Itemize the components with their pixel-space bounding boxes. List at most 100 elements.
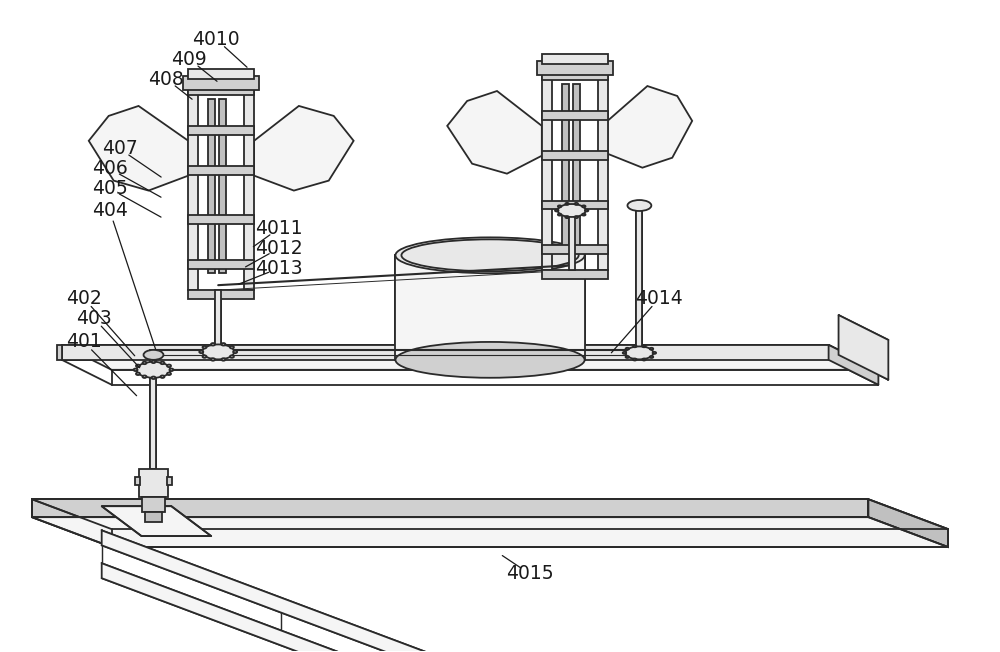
Ellipse shape bbox=[151, 361, 155, 363]
Ellipse shape bbox=[136, 364, 140, 367]
Ellipse shape bbox=[233, 351, 237, 353]
Bar bbox=[244, 86, 254, 290]
Text: 407: 407 bbox=[102, 140, 138, 158]
Text: 406: 406 bbox=[92, 159, 128, 178]
Bar bbox=[188, 260, 254, 269]
Polygon shape bbox=[395, 256, 585, 360]
Ellipse shape bbox=[395, 237, 585, 273]
Polygon shape bbox=[868, 499, 948, 547]
Polygon shape bbox=[839, 315, 888, 379]
Ellipse shape bbox=[582, 205, 586, 207]
Polygon shape bbox=[32, 517, 948, 547]
Ellipse shape bbox=[211, 358, 215, 361]
Bar bbox=[537, 61, 613, 75]
Ellipse shape bbox=[230, 355, 234, 358]
Text: 403: 403 bbox=[76, 308, 112, 327]
Ellipse shape bbox=[627, 200, 651, 211]
Bar bbox=[573, 84, 580, 254]
Text: 404: 404 bbox=[92, 201, 128, 220]
Bar bbox=[183, 76, 259, 90]
Ellipse shape bbox=[558, 204, 586, 217]
Polygon shape bbox=[829, 345, 878, 385]
Ellipse shape bbox=[623, 352, 626, 354]
Ellipse shape bbox=[160, 362, 164, 364]
Polygon shape bbox=[32, 499, 948, 529]
Bar bbox=[145, 512, 162, 522]
Bar bbox=[542, 71, 552, 270]
Bar bbox=[542, 201, 608, 209]
Ellipse shape bbox=[625, 346, 653, 359]
Ellipse shape bbox=[650, 348, 653, 349]
Ellipse shape bbox=[633, 346, 637, 348]
Polygon shape bbox=[254, 106, 354, 190]
Polygon shape bbox=[57, 345, 62, 360]
Polygon shape bbox=[32, 499, 868, 517]
Bar bbox=[188, 86, 254, 95]
Bar bbox=[188, 86, 198, 290]
Ellipse shape bbox=[626, 356, 629, 358]
Ellipse shape bbox=[169, 368, 173, 371]
Text: 4012: 4012 bbox=[255, 239, 303, 258]
Ellipse shape bbox=[633, 359, 637, 361]
Polygon shape bbox=[89, 106, 188, 190]
Bar bbox=[188, 166, 254, 175]
Ellipse shape bbox=[650, 356, 653, 358]
Ellipse shape bbox=[167, 364, 171, 367]
Bar bbox=[569, 211, 575, 270]
Bar bbox=[598, 71, 608, 270]
Polygon shape bbox=[447, 91, 542, 173]
Text: 4011: 4011 bbox=[255, 219, 303, 238]
Bar bbox=[188, 69, 254, 79]
Text: 4013: 4013 bbox=[255, 259, 303, 278]
Bar bbox=[542, 111, 608, 120]
Text: 401: 401 bbox=[66, 333, 102, 351]
Ellipse shape bbox=[134, 368, 138, 371]
Ellipse shape bbox=[167, 372, 171, 375]
Ellipse shape bbox=[211, 343, 215, 346]
Bar bbox=[167, 477, 172, 485]
Polygon shape bbox=[62, 345, 878, 370]
Bar bbox=[636, 211, 642, 358]
Bar bbox=[135, 477, 140, 485]
Ellipse shape bbox=[565, 216, 569, 218]
Bar bbox=[208, 99, 215, 273]
Bar bbox=[150, 350, 156, 469]
Ellipse shape bbox=[160, 376, 164, 378]
Bar bbox=[219, 99, 226, 273]
Ellipse shape bbox=[203, 355, 207, 358]
Ellipse shape bbox=[143, 362, 147, 364]
Ellipse shape bbox=[626, 348, 629, 349]
Bar bbox=[142, 497, 165, 512]
Ellipse shape bbox=[555, 209, 558, 211]
Bar bbox=[188, 215, 254, 224]
Bar bbox=[542, 270, 608, 279]
Bar bbox=[188, 290, 254, 299]
Ellipse shape bbox=[199, 351, 203, 353]
Ellipse shape bbox=[582, 214, 586, 216]
Text: 408: 408 bbox=[149, 70, 184, 89]
Bar bbox=[562, 84, 569, 254]
Ellipse shape bbox=[151, 377, 155, 379]
Ellipse shape bbox=[575, 203, 578, 205]
Ellipse shape bbox=[585, 209, 588, 211]
Ellipse shape bbox=[143, 376, 147, 378]
Ellipse shape bbox=[221, 343, 225, 346]
Ellipse shape bbox=[642, 359, 646, 361]
Polygon shape bbox=[62, 345, 829, 360]
Ellipse shape bbox=[230, 346, 234, 348]
Ellipse shape bbox=[137, 362, 170, 378]
Bar bbox=[542, 71, 608, 80]
Ellipse shape bbox=[558, 205, 561, 207]
Ellipse shape bbox=[653, 352, 656, 354]
Text: 4010: 4010 bbox=[192, 30, 240, 49]
Polygon shape bbox=[102, 530, 868, 652]
Polygon shape bbox=[608, 86, 692, 168]
Ellipse shape bbox=[395, 342, 585, 378]
Text: 4015: 4015 bbox=[506, 565, 554, 584]
Text: 409: 409 bbox=[171, 50, 207, 68]
Ellipse shape bbox=[558, 214, 561, 216]
Ellipse shape bbox=[565, 203, 569, 205]
Ellipse shape bbox=[575, 216, 578, 218]
Polygon shape bbox=[102, 563, 868, 652]
Bar bbox=[139, 469, 168, 497]
